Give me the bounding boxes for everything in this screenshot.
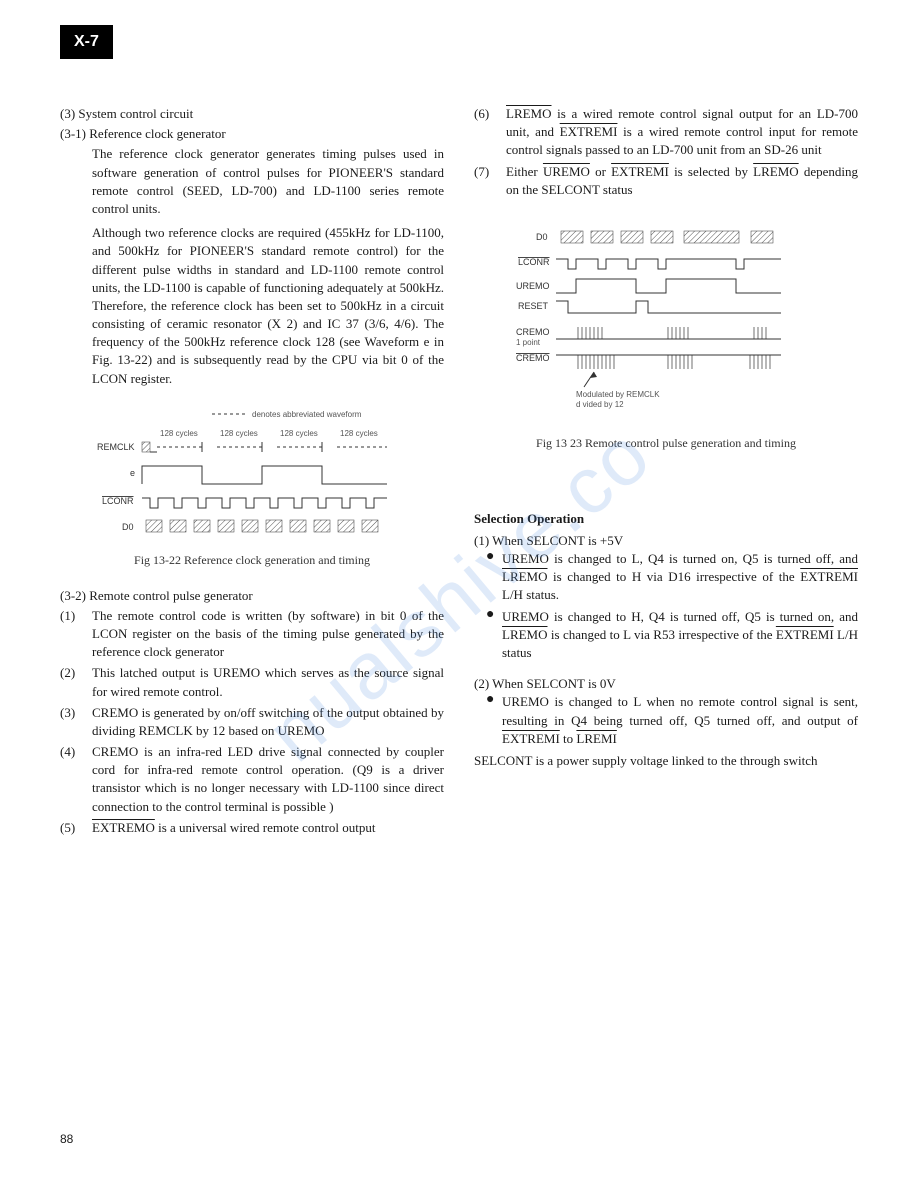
list-item: (7) Either UREMO or EXTREMI is selected … <box>474 163 858 199</box>
list-item: (5) EXTREMO EXTREMO is a universal wired… <box>60 819 444 837</box>
sel-case-2-heading: (2) When SELCONT is 0V <box>474 675 858 693</box>
list-right-top: (6) LREMO is a wired remote control sign… <box>474 105 858 199</box>
figure-13-22: denotes abbreviated waveform 128 cycles … <box>60 404 444 544</box>
fig22-caption: Fig 13-22 Reference clock generation and… <box>60 552 444 569</box>
figure-13-23: D0 LCONR UREMO RESET CREMO 1 point <box>474 227 858 427</box>
section-badge: X-7 <box>60 25 113 59</box>
bullet-text: UREMO is changed to H, Q4 is turned off,… <box>502 608 858 663</box>
fig23-note-line1: Modulated by REMCLK <box>576 390 660 399</box>
bullet-item: ● UREMO is changed to H, Q4 is turned of… <box>486 608 858 663</box>
bullet-icon: ● <box>486 693 502 748</box>
bullet-icon: ● <box>486 608 502 663</box>
selection-heading: Selection Operation <box>474 510 858 528</box>
item-num: (3) <box>60 704 92 740</box>
item-num: (5) <box>60 819 92 837</box>
list-item: (1) The remote control code is written (… <box>60 607 444 662</box>
bullet-item: ● UREMO is changed to L, Q4 is turned on… <box>486 550 858 605</box>
fig23-label-cremo2: CREMO <box>516 353 550 363</box>
bullet-text: UREMO is changed to L, Q4 is turned on, … <box>502 550 858 605</box>
page-number: 88 <box>60 1131 73 1148</box>
heading-3-1: (3-1) Reference clock generator <box>60 125 444 143</box>
item-text: LREMO is a wired remote control signal o… <box>506 105 858 160</box>
bullet-text: UREMO is changed to L when no remote con… <box>502 693 858 748</box>
fig23-label-reset: RESET <box>518 301 549 311</box>
list-item: (3) CREMO is generated by on/off switchi… <box>60 704 444 740</box>
fig22-cyc4: 128 cycles <box>340 429 378 438</box>
fig22-cyc2: 128 cycles <box>220 429 258 438</box>
list-item: (4) CREMO is an infra-red LED drive sign… <box>60 743 444 816</box>
item-num: (7) <box>474 163 506 199</box>
item-text: Either UREMO or EXTREMI is selected by L… <box>506 163 858 199</box>
fig23-caption: Fig 13 23 Remote control pulse generatio… <box>474 435 858 452</box>
fig23-sub-1point: 1 point <box>516 338 541 347</box>
fig23-label-cremo1: CREMO <box>516 327 550 337</box>
item-num: (4) <box>60 743 92 816</box>
fig22-cyc3: 128 cycles <box>280 429 318 438</box>
item-text: This latched output is UREMO which serve… <box>92 664 444 700</box>
list-item: (2) This latched output is UREMO which s… <box>60 664 444 700</box>
bullet-icon: ● <box>486 550 502 605</box>
para-3-1-a: The reference clock generator generates … <box>92 145 444 218</box>
heading-3: (3) System control circuit <box>60 105 444 123</box>
item-text: CREMO is an infra-red LED drive signal c… <box>92 743 444 816</box>
two-column-layout: (3) System control circuit (3-1) Referen… <box>60 105 858 840</box>
fig23-note-line2: d vided by 12 <box>576 400 624 409</box>
list-3-2: (1) The remote control code is written (… <box>60 607 444 837</box>
fig22-label-e: e <box>130 468 135 478</box>
para-3-1-b: Although two reference clocks are requir… <box>92 224 444 388</box>
fig22-label-lconr: LCONR <box>102 496 134 506</box>
list-item: (6) LREMO is a wired remote control sign… <box>474 105 858 160</box>
fig22-cyc1: 128 cycles <box>160 429 198 438</box>
fig23-label-d0: D0 <box>536 232 548 242</box>
right-column: (6) LREMO is a wired remote control sign… <box>474 105 858 840</box>
item-num: (1) <box>60 607 92 662</box>
heading-3-2: (3-2) Remote control pulse generator <box>60 587 444 605</box>
fig23-label-uremo: UREMO <box>516 281 550 291</box>
fig22-dash-note: denotes abbreviated waveform <box>252 410 362 419</box>
item-num: (2) <box>60 664 92 700</box>
item-num: (6) <box>474 105 506 160</box>
item-text: EXTREMO EXTREMO is a universal wired rem… <box>92 819 444 837</box>
fig22-label-d0: D0 <box>122 522 134 532</box>
bullet-item: ● UREMO is changed to L when no remote c… <box>486 693 858 748</box>
sel-tail-para: SELCONT is a power supply voltage linked… <box>474 752 858 770</box>
fig22-label-remclk: REMCLK <box>97 442 135 452</box>
fig23-label-lconr: LCONR <box>518 257 550 267</box>
left-column: (3) System control circuit (3-1) Referen… <box>60 105 444 840</box>
item-text: The remote control code is written (by s… <box>92 607 444 662</box>
item-text: CREMO is generated by on/off switching o… <box>92 704 444 740</box>
sel-case-1-heading: (1) When SELCONT is +5V <box>474 532 858 550</box>
